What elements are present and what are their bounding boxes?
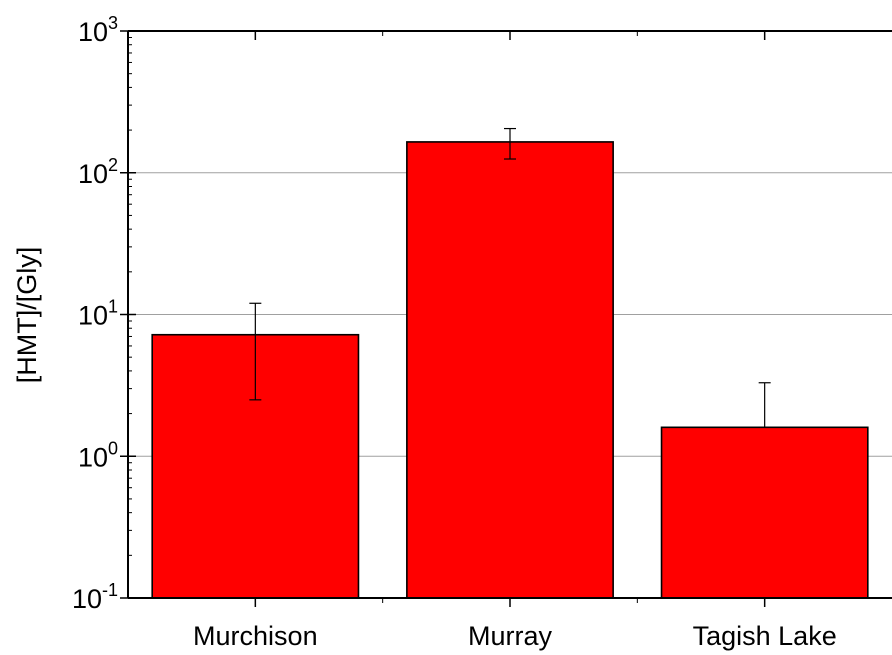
x-tick-label: Murray: [468, 621, 553, 651]
y-tick-label: 102: [78, 155, 118, 189]
bar-murray: [406, 141, 614, 599]
x-tick-label: Tagish Lake: [693, 621, 837, 651]
error-bar-layer: [249, 127, 771, 428]
y-tick-label: 103: [78, 13, 118, 47]
x-tick-label: Murchison: [193, 621, 318, 651]
y-axis-label: [HMT]/[Gly]: [12, 247, 42, 384]
bar-layer: [151, 141, 869, 599]
y-tick-label-layer: 10-1 100 101 102 103: [72, 13, 118, 614]
y-tick-label: 101: [78, 297, 118, 331]
y-tick-label: 10-1: [72, 580, 118, 614]
axis-layer: [120, 30, 892, 607]
bar-tagish-lake: [660, 426, 869, 599]
x-tick-label-layer: Murchison Murray Tagish Lake: [193, 621, 837, 651]
y-tick-label: 100: [78, 438, 118, 472]
